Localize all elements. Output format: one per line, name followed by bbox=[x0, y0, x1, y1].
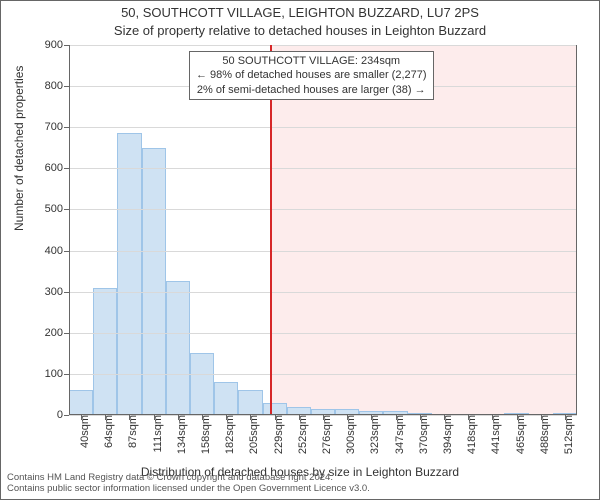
x-tick-label: 229sqm bbox=[269, 415, 285, 454]
y-axis-label: Number of detached properties bbox=[12, 66, 26, 231]
y-tick-label: 400 bbox=[45, 245, 69, 257]
x-tick-label: 394sqm bbox=[438, 415, 454, 454]
y-tick-label: 200 bbox=[45, 327, 69, 339]
y-tick-label: 100 bbox=[45, 368, 69, 380]
y-tick-label: 500 bbox=[45, 203, 69, 215]
x-tick-label: 276sqm bbox=[317, 415, 333, 454]
x-tick-label: 87sqm bbox=[123, 415, 139, 448]
x-tick-label: 252sqm bbox=[293, 415, 309, 454]
x-tick-label: 134sqm bbox=[172, 415, 188, 454]
x-tick-label: 465sqm bbox=[511, 415, 527, 454]
x-tick-label: 300sqm bbox=[341, 415, 357, 454]
x-tick-label: 64sqm bbox=[99, 415, 115, 448]
chart-subtitle: Size of property relative to detached ho… bbox=[1, 23, 599, 38]
x-tick-label: 512sqm bbox=[559, 415, 575, 454]
y-tick-label: 900 bbox=[45, 39, 69, 51]
footer-line2: Contains public sector information licen… bbox=[7, 484, 370, 495]
x-tick-label: 40sqm bbox=[75, 415, 91, 448]
x-tick-label: 158sqm bbox=[196, 415, 212, 454]
x-tick-label: 205sqm bbox=[244, 415, 260, 454]
x-tick-label: 323sqm bbox=[365, 415, 381, 454]
plot-area: 0100200300400500600700800900 50 SOUTHCOT… bbox=[69, 45, 577, 415]
x-tick-label: 370sqm bbox=[414, 415, 430, 454]
y-tick-label: 600 bbox=[45, 162, 69, 174]
plot-border bbox=[69, 45, 577, 415]
y-tick-label: 700 bbox=[45, 121, 69, 133]
x-tick-label: 488sqm bbox=[535, 415, 551, 454]
chart-container: 50, SOUTHCOTT VILLAGE, LEIGHTON BUZZARD,… bbox=[0, 0, 600, 500]
y-tick-label: 0 bbox=[57, 409, 69, 421]
y-tick-label: 300 bbox=[45, 286, 69, 298]
x-tick-label: 418sqm bbox=[462, 415, 478, 454]
x-tick-label: 441sqm bbox=[486, 415, 502, 454]
x-tick-label: 111sqm bbox=[148, 415, 164, 453]
y-tick-label: 800 bbox=[45, 80, 69, 92]
x-tick-label: 347sqm bbox=[390, 415, 406, 454]
footer: Contains HM Land Registry data © Crown c… bbox=[7, 473, 370, 495]
chart-title: 50, SOUTHCOTT VILLAGE, LEIGHTON BUZZARD,… bbox=[1, 5, 599, 20]
x-tick-label: 182sqm bbox=[220, 415, 236, 454]
